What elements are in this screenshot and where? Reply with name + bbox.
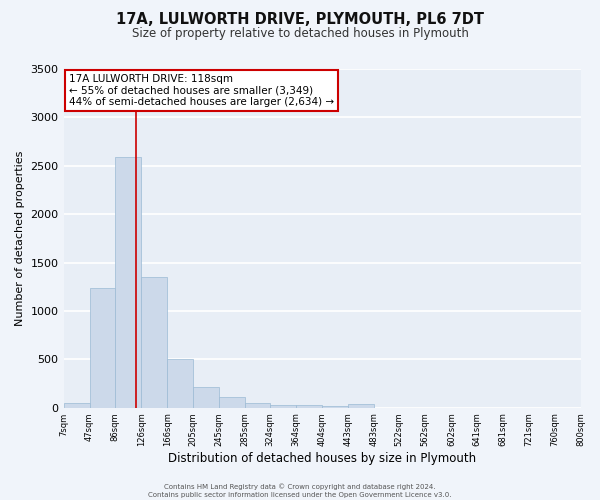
Bar [167, 360, 193, 408]
Bar [115, 157, 141, 407]
Bar [193, 388, 218, 407]
Bar [141, 277, 167, 407]
X-axis label: Distribution of detached houses by size in Plymouth: Distribution of detached houses by size … [168, 452, 476, 465]
Y-axis label: Number of detached properties: Number of detached properties [15, 150, 25, 326]
Bar [322, 406, 348, 407]
Bar [245, 403, 270, 407]
Text: 17A, LULWORTH DRIVE, PLYMOUTH, PL6 7DT: 17A, LULWORTH DRIVE, PLYMOUTH, PL6 7DT [116, 12, 484, 28]
Bar [89, 288, 115, 408]
Bar [64, 403, 89, 407]
Text: Contains HM Land Registry data © Crown copyright and database right 2024.
Contai: Contains HM Land Registry data © Crown c… [148, 484, 452, 498]
Text: Size of property relative to detached houses in Plymouth: Size of property relative to detached ho… [131, 28, 469, 40]
Bar [270, 405, 296, 407]
Bar [218, 397, 245, 407]
Bar [348, 404, 374, 407]
Bar [296, 406, 322, 407]
Text: 17A LULWORTH DRIVE: 118sqm
← 55% of detached houses are smaller (3,349)
44% of s: 17A LULWORTH DRIVE: 118sqm ← 55% of deta… [69, 74, 334, 108]
